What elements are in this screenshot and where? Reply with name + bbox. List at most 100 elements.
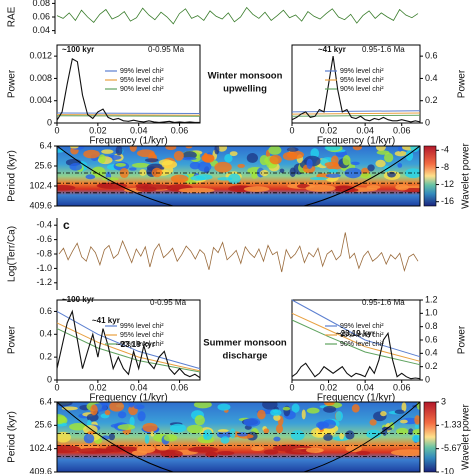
x-tick-label: 0.04 [356,125,374,135]
panel-note: upwelling [223,84,267,95]
y-tick-label: 6.4 [39,140,52,150]
wavelet-blob [203,429,213,441]
y-tick-label: -1.2 [36,277,52,287]
series-line [56,6,419,25]
wavelet-blob [108,433,116,441]
y-axis-label: Period (kyr) [7,150,18,202]
wavelet-blob [205,451,218,458]
colorbar-tick-label: -16 [441,196,454,206]
wavelet-blob [345,430,355,440]
wavelet-blob [262,402,278,410]
wavelet-blob [69,422,87,431]
wavelet-blob [160,450,183,458]
annotation: 0-0.95 Ma [148,45,185,54]
wavelet-blob [360,172,372,179]
x-axis-label: Frequency (1/kyr) [89,136,167,147]
cone-of-influence [57,402,420,472]
y-axis-label: Power [7,325,18,354]
wavelet-blob [57,444,81,453]
legend-label: 95% level chi² [340,77,384,84]
x-tick-label: 0 [54,382,59,392]
y-tick-label: -0.4 [36,220,52,230]
wavelet-blob [290,430,305,441]
wavelet-blob [395,184,409,191]
wavelet-blob [128,167,137,171]
colorbar-tick-label: -4 [441,145,449,155]
significance-line [291,312,421,362]
colorbar-tick-label: -5.67 [441,443,462,453]
y-tick-label: 0.004 [29,95,52,105]
colorbar-tick-label: -8 [441,162,449,172]
wavelet-blob [151,167,163,178]
colorbar [423,401,437,473]
y-tick-label: 1.0 [425,308,438,318]
y-axis-label: Power [7,69,18,98]
wavelet-blob [135,186,157,192]
panel-note: Winter monsoon [208,71,283,82]
wavelet-blob [279,168,285,173]
wavelet-blob [104,409,111,416]
legend-label: 95% level chi² [340,332,384,339]
x-tick-label: 0.06 [171,125,189,135]
annotation: ~100 kyr [62,295,94,304]
y-tick-label: 0.6 [39,306,52,316]
wavelet-blob [367,164,375,172]
wavelet-blob [272,409,279,413]
x-tick-label: 0.02 [320,382,338,392]
x-tick-label: 0.06 [393,382,411,392]
significance-line [56,322,201,372]
wavelet-blob [214,146,220,155]
wavelet-blob [366,429,382,439]
wavelet-blob [129,146,137,152]
wavelet-blob [201,154,215,163]
wavelet-blob [342,155,351,166]
y-tick-label: 0.06 [32,11,50,21]
y-tick-label: 0 [47,117,52,127]
y-tick-label: 0.4 [425,348,438,358]
wavelet-blob [115,146,123,156]
wavelet-blob [69,162,83,171]
wavelet-blob [305,184,336,192]
wavelet-blob [186,424,203,434]
legend-label: 95% level chi² [120,77,164,84]
wavelet-blob [310,177,328,181]
spectrum-line [56,309,201,379]
wavelet-blob [356,451,371,456]
wavelet-blob [216,430,233,439]
wavelet-blob [77,447,108,454]
wavelet-blob [339,432,344,440]
y-tick-label: 0.8 [425,321,438,331]
plot-frame [56,44,201,124]
wavelet-image [57,402,420,472]
wavelet-blob [305,447,324,453]
wavelet-blob [286,147,299,152]
wavelet-blob [259,154,269,166]
panel-note: discharge [223,351,268,362]
significance-line [56,114,201,116]
wavelet-blob [246,153,258,163]
wavelet-blob [182,151,197,160]
y-tick-label: 102.4 [29,180,52,190]
wavelet-blob [101,149,114,154]
x-axis-label: Frequency (1/kyr) [317,393,395,404]
wavelet-blob [397,162,403,168]
wavelet-blob [237,432,248,437]
wavelet-blob [263,449,279,455]
wavelet-blob [345,445,362,453]
wavelet-blob [139,169,147,176]
significance-line [291,299,421,358]
y-tick-label: 0 [47,374,52,384]
wavelet-blob [375,159,386,168]
y-axis-label: Period (kyr) [7,411,18,463]
wavelet-blob [188,446,219,453]
annotation: ~23,19 kyr [336,329,375,338]
wavelet-blob [214,161,232,173]
wavelet-blob [142,422,158,433]
wavelet-blob [229,428,236,439]
wavelet-blob [275,424,284,434]
y-tick-label: -1.0 [36,263,52,273]
x-tick-label: 0.06 [171,382,189,392]
wavelet-blob [414,424,419,429]
x-tick-label: 0 [54,125,59,135]
y-tick-label: 0.6 [425,51,438,61]
